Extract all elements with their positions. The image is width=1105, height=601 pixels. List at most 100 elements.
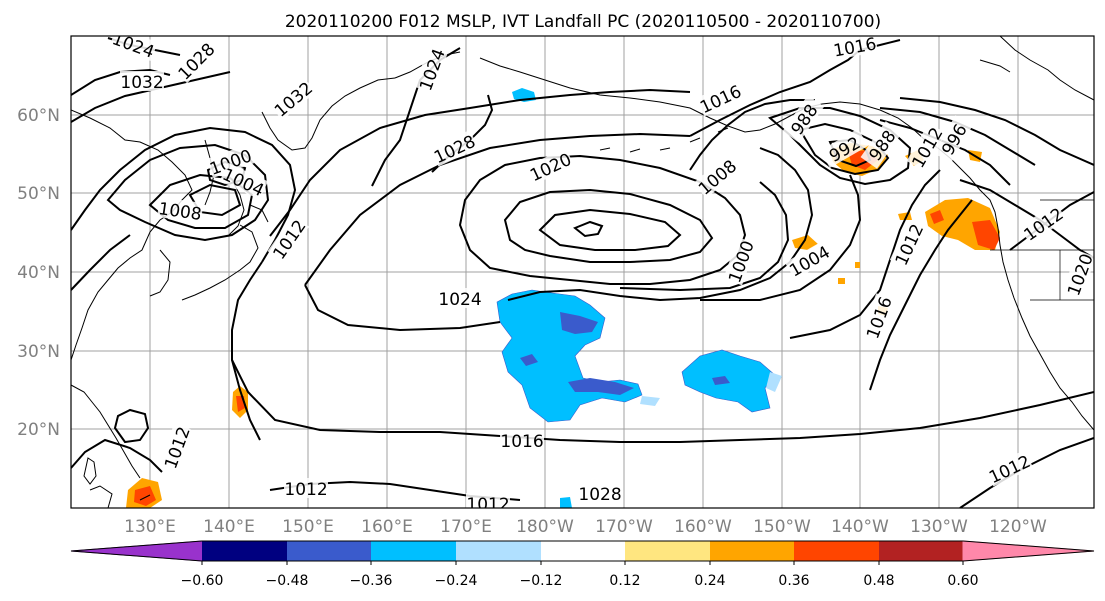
lon-label: 180°W	[516, 517, 574, 537]
lon-label: 150°W	[753, 517, 811, 537]
contour-label-bg	[819, 128, 869, 168]
ivt-positive-philippines-core	[134, 486, 156, 506]
us-state-lines	[990, 199, 1094, 301]
colorbar-tick-label: −0.36	[350, 573, 393, 589]
contour-pacific-low-3	[503, 188, 714, 263]
taiwan-coastline	[83, 457, 97, 485]
lon-label: 150°E	[282, 517, 334, 537]
contour-label-text: 1016	[500, 432, 543, 452]
contour-label-bg	[206, 144, 255, 179]
contour-1016-south	[231, 359, 1094, 443]
contour-label-bg	[429, 129, 479, 167]
contour-label-text: 1032	[120, 73, 163, 93]
ivt-negative-core-central	[520, 312, 634, 395]
colorbar-tick-label: −0.24	[435, 573, 478, 589]
contour-label-bg	[861, 293, 896, 342]
lat-label: 20°N	[17, 420, 60, 440]
map-frame	[70, 35, 1095, 509]
contour-1012-asia	[71, 234, 263, 441]
contour-label-bg	[889, 219, 927, 269]
lon-label: 160°W	[674, 517, 732, 537]
contour-pacific-low-4	[538, 208, 682, 251]
bc-coastline	[949, 157, 1094, 431]
contour-label: 1028	[578, 483, 622, 505]
lon-label: 160°E	[361, 517, 413, 537]
lon-label: 140°E	[203, 517, 255, 537]
ivt-positive-westcoast-core	[930, 210, 1000, 250]
colorbar-tick-label: 0.48	[863, 573, 894, 589]
lat-label: 30°N	[17, 342, 60, 362]
contour-label-bg	[784, 240, 834, 280]
lon-label: 140°W	[831, 517, 889, 537]
ivt-negative-small-south	[560, 497, 572, 508]
colorbar-swatch	[710, 541, 794, 561]
contour-label: 1016	[500, 430, 544, 452]
colorbar-tick-label: −0.12	[520, 573, 563, 589]
contour-1028-nw	[71, 71, 231, 123]
contour-label-bg	[693, 154, 740, 199]
longitude-labels: 130°E 140°E 150°E 160°E 170°E 180°W 170°W 160°W…	[124, 517, 1047, 537]
coastlines	[71, 36, 1094, 508]
contour-label-bg	[500, 430, 544, 450]
colorbar-tick-label: 0.24	[694, 573, 725, 589]
contour-1020-large	[304, 132, 691, 286]
ivt-negative-light-east	[640, 372, 782, 406]
colorbar-swatch	[456, 541, 541, 561]
philippines-coastline	[89, 485, 151, 508]
colorbar-swatch	[625, 541, 710, 561]
contour-label-bg	[109, 36, 158, 62]
ivt-shading	[126, 88, 1000, 508]
contour-label: 1032	[120, 71, 164, 93]
contour-alaska-low-2	[798, 122, 890, 176]
contour-south-west	[71, 438, 163, 473]
colorbar-swatch	[371, 541, 456, 561]
contour-label-bg	[267, 215, 310, 263]
contour-label-bg	[1019, 202, 1067, 245]
contour-label-text: 1024	[438, 290, 481, 310]
colorbar-tick-label: 0.60	[947, 573, 978, 589]
kamchatka-coastline	[261, 77, 396, 151]
contour-1000-east	[619, 181, 790, 292]
contour-label-bg	[120, 71, 164, 91]
contour-label-bg	[157, 197, 204, 223]
contour-label-bg	[438, 288, 482, 308]
colorbar: −0.60 −0.48 −0.36 −0.24 −0.12 0.12 0.24 0.36 0.4…	[70, 540, 1095, 589]
colorbar-tick-label: 0.36	[778, 573, 809, 589]
contour-1016-big	[269, 88, 691, 237]
contour-label-bg	[284, 478, 328, 498]
contour-label-bg	[933, 114, 973, 164]
colorbar-tick-label: −0.60	[181, 573, 224, 589]
contour-label-bg	[984, 449, 1034, 487]
contour-label-bg	[831, 36, 879, 60]
lon-label: 170°E	[440, 517, 492, 537]
contour-label: 1012	[284, 478, 328, 500]
contour-label-bg	[159, 423, 194, 472]
contour-alaska-low-1	[768, 107, 912, 186]
contour-label-bg	[1062, 250, 1094, 299]
contour-label-bg	[782, 95, 825, 143]
china-coast-south	[71, 384, 141, 479]
contour-label-text: 1028	[578, 485, 621, 505]
latitude-labels: 60°N 50°N 40°N 30°N 20°N	[17, 106, 60, 440]
lon-label: 120°W	[989, 517, 1047, 537]
lat-label: 60°N	[17, 106, 60, 126]
contour-high-east	[304, 284, 501, 332]
colorbar-swatch	[202, 541, 287, 561]
colorbar-swatch	[541, 541, 625, 561]
contour-1008-east	[689, 99, 815, 171]
colorbar-extend-high	[962, 540, 1095, 562]
contour-label-bg	[269, 76, 316, 121]
aleutians-coastline	[599, 127, 729, 153]
contour-pacific-low-5	[573, 220, 604, 238]
contour-1012-ring	[113, 408, 150, 444]
contour-label-bg	[219, 162, 269, 200]
contour-label-text: 1012	[284, 480, 327, 500]
northwest-coastline	[979, 36, 1094, 101]
contour-label-bg	[578, 483, 622, 503]
colorbar-swatch	[879, 541, 963, 561]
lon-label: 130°W	[910, 517, 968, 537]
contour-label-bg	[414, 45, 449, 94]
contour-1020-east	[789, 169, 973, 391]
